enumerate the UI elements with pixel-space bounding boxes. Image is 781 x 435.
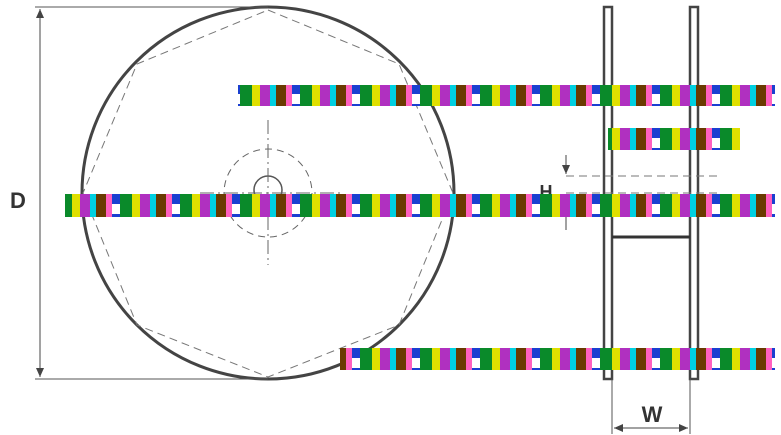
artifact-band <box>65 194 775 217</box>
diameter-dimension: D <box>10 6 268 380</box>
label-w: W <box>642 402 663 427</box>
octagon <box>82 9 454 378</box>
image-artifacts <box>65 85 775 370</box>
artifact-band <box>238 85 775 106</box>
artifact-band <box>608 128 740 150</box>
front-view <box>80 5 456 381</box>
artifact-band <box>340 348 775 370</box>
label-d: D <box>10 188 26 213</box>
